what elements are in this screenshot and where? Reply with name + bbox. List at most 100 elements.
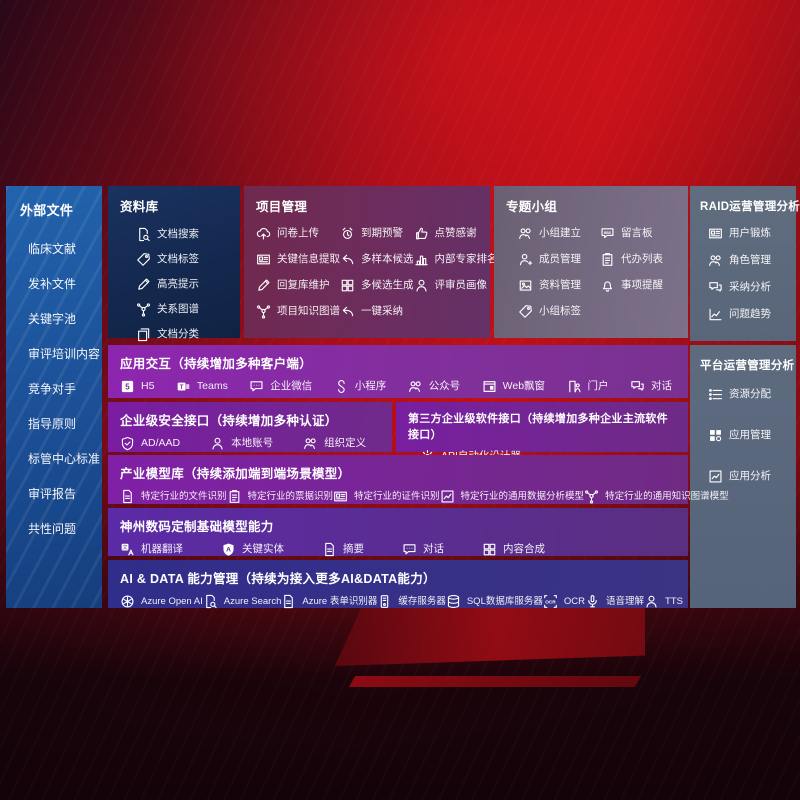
sidebar-item[interactable]: 标管中心标准 bbox=[28, 451, 102, 468]
list-item[interactable]: 成员管理 bbox=[518, 252, 600, 267]
list-item[interactable]: Azure 表单识别器 bbox=[281, 594, 377, 609]
sidebar-item-label: 共性问题 bbox=[28, 522, 77, 536]
list-item[interactable]: 问卷上传 bbox=[256, 226, 340, 241]
item-label: 组织定义 bbox=[324, 437, 367, 449]
list-item[interactable]: 应用管理 bbox=[708, 428, 792, 443]
item-label: 缓存服务器 bbox=[398, 596, 446, 607]
list-item[interactable]: TTS bbox=[644, 594, 683, 609]
sidebar-item[interactable]: 共性问题 bbox=[28, 521, 102, 538]
list-item[interactable]: 门户 bbox=[567, 379, 609, 394]
list-item[interactable]: 资料管理 bbox=[518, 278, 600, 293]
scurve-icon bbox=[334, 379, 349, 394]
panel-title: 神州数码定制基础模型能力 bbox=[120, 520, 274, 534]
list-item[interactable]: 多样本候选 bbox=[340, 252, 414, 267]
sidebar-item[interactable]: 临床文献 bbox=[28, 241, 102, 258]
panel-title: AI & DATA 能力管理（持续为接入更多AI&DATA能力） bbox=[120, 572, 436, 586]
list-item[interactable]: 对话 bbox=[402, 542, 444, 557]
item-label: 问卷上传 bbox=[277, 227, 319, 239]
list-item[interactable]: 内容合成 bbox=[482, 542, 545, 557]
list-item[interactable]: 特定行业的通用知识图谱模型 bbox=[584, 489, 729, 504]
panel-title: 平台运营管理分析 bbox=[700, 360, 795, 372]
doc-icon bbox=[120, 489, 135, 504]
sidebar-item[interactable]: 发补文件 bbox=[28, 276, 102, 293]
clipboard-icon bbox=[600, 252, 615, 267]
raid-list: 用户锻炼角色管理采纳分析问题趋势 bbox=[700, 226, 792, 322]
list-item[interactable]: Teams bbox=[176, 379, 228, 394]
list-item[interactable]: 角色管理 bbox=[708, 253, 792, 268]
list-item[interactable]: 缓存服务器 bbox=[377, 594, 446, 609]
network-icon bbox=[136, 302, 151, 317]
list-item[interactable]: 文档分类 bbox=[136, 327, 232, 342]
list-item[interactable]: 问题趋势 bbox=[708, 307, 792, 322]
sidebar-item[interactable]: 关键字池 bbox=[28, 311, 102, 328]
list-item[interactable]: 多候选生成 bbox=[340, 278, 414, 293]
doc-icon bbox=[281, 594, 296, 609]
list-item[interactable]: 小组标签 bbox=[518, 304, 600, 319]
list-item[interactable]: 一键采纳 bbox=[340, 304, 414, 319]
list-item[interactable]: 特定行业的通用数据分析模型 bbox=[440, 489, 584, 504]
list-item[interactable]: 用户锻炼 bbox=[708, 226, 792, 241]
sidebar-item[interactable]: 指导原则 bbox=[28, 416, 102, 433]
list-item[interactable]: 点赞感谢 bbox=[414, 226, 498, 241]
item-label: 小组建立 bbox=[539, 227, 581, 239]
sidebar-item-label: 标管中心标准 bbox=[28, 452, 101, 466]
list-item[interactable]: 高亮提示 bbox=[136, 277, 232, 292]
list-item[interactable]: 文档标签 bbox=[136, 252, 232, 267]
chart-box-icon bbox=[708, 469, 723, 484]
shield-a-icon bbox=[221, 542, 236, 557]
item-label: 多候选生成 bbox=[361, 279, 414, 291]
list-item[interactable]: 代办列表 bbox=[600, 252, 682, 267]
item-label: 小程序 bbox=[354, 380, 387, 392]
list-item[interactable]: 事项提醒 bbox=[600, 278, 682, 293]
list-item[interactable]: Web飘窗 bbox=[482, 379, 545, 394]
list-item[interactable]: 特定行业的证件识别 bbox=[333, 489, 440, 504]
list-item[interactable]: AD/AAD bbox=[120, 436, 180, 451]
item-label: Azure Open AI bbox=[141, 596, 203, 607]
list-item[interactable]: H5 bbox=[120, 379, 154, 394]
item-label: 门户 bbox=[587, 380, 609, 392]
list-item[interactable]: 关键实体 bbox=[221, 542, 284, 557]
sidebar-item[interactable]: 审评培训内容 bbox=[28, 346, 102, 363]
list-item[interactable]: Azure Open AI bbox=[120, 594, 203, 609]
item-label: 多样本候选 bbox=[361, 253, 414, 265]
puzzle-icon bbox=[482, 542, 497, 557]
list-item[interactable]: 公众号 bbox=[408, 379, 460, 394]
list-item[interactable]: 采纳分析 bbox=[708, 280, 792, 295]
list-item[interactable]: 本地账号 bbox=[210, 436, 273, 451]
sidebar-item[interactable]: 审评报告 bbox=[28, 486, 102, 503]
list-item[interactable]: 到期预警 bbox=[340, 226, 414, 241]
list-item[interactable]: 企业微信 bbox=[249, 379, 312, 394]
list-item[interactable]: 对话 bbox=[630, 379, 672, 394]
thumbs-up-icon bbox=[414, 226, 429, 241]
list-item[interactable]: 特定行业的票据识别 bbox=[227, 489, 333, 504]
list-item[interactable]: 小程序 bbox=[334, 379, 387, 394]
list-item[interactable]: 回复库维护 bbox=[256, 278, 340, 293]
ocr-icon bbox=[543, 594, 558, 609]
list-item[interactable]: 关系图谱 bbox=[136, 302, 232, 317]
list-item[interactable]: SQL数据库服务器 bbox=[446, 594, 543, 609]
list-item[interactable]: 内部专家排名 bbox=[414, 252, 498, 267]
item-label: TTS bbox=[665, 596, 683, 607]
list-item[interactable]: 小组建立 bbox=[518, 226, 600, 241]
list-item[interactable]: 应用分析 bbox=[708, 469, 792, 484]
list-item[interactable]: 机器翻译 bbox=[120, 542, 183, 557]
list-item[interactable]: 摘要 bbox=[322, 542, 364, 557]
list-item[interactable]: 关键信息提取 bbox=[256, 252, 340, 267]
list-item[interactable]: 特定行业的文件识别 bbox=[120, 489, 227, 504]
list-item[interactable]: Azure Search bbox=[203, 594, 281, 609]
panel-ai-data-capability: AI & DATA 能力管理（持续为接入更多AI&DATA能力） Azure O… bbox=[108, 560, 688, 608]
translate-icon bbox=[120, 542, 135, 557]
list-item[interactable]: 项目知识图谱 bbox=[256, 304, 340, 319]
item-label: 本地账号 bbox=[231, 437, 274, 449]
list-item[interactable]: 组织定义 bbox=[303, 436, 366, 451]
panel-external-files: 外部文件 临床文献 发补文件 关键字池 审评培训内容 竞争对手 指导原则 标管中心标准 审评报… bbox=[6, 186, 102, 608]
chat-icon bbox=[402, 542, 417, 557]
list-item[interactable]: 资源分配 bbox=[708, 387, 792, 402]
list-item[interactable]: 文档搜索 bbox=[136, 227, 232, 242]
list-item[interactable]: 评审员画像 bbox=[414, 278, 498, 293]
sidebar-item[interactable]: 竞争对手 bbox=[28, 381, 102, 398]
list-item[interactable]: 留言板 bbox=[600, 226, 682, 241]
item-label: 采纳分析 bbox=[729, 281, 771, 293]
list-item[interactable]: 语音理解 bbox=[585, 594, 644, 609]
list-item[interactable]: OCR bbox=[543, 594, 585, 609]
